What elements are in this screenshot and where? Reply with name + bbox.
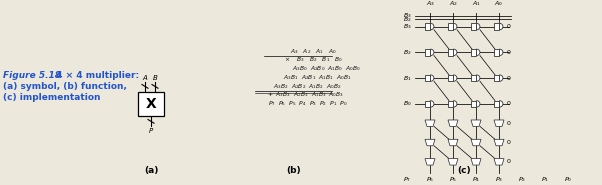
Text: $P_1$: $P_1$ [541, 175, 549, 184]
Wedge shape [500, 23, 503, 30]
Text: $P_0$: $P_0$ [564, 175, 572, 184]
Text: X: X [146, 97, 157, 111]
Text: $+$  $A_3B_3$  $A_2B_3$  $A_1B_3$  $A_0B_3$: $+$ $A_3B_3$ $A_2B_3$ $A_1B_3$ $A_0B_3$ [267, 90, 344, 99]
Bar [494, 75, 500, 81]
Bar [426, 23, 430, 30]
Text: $P_7$: $P_7$ [403, 175, 411, 184]
Bar [448, 101, 453, 107]
Text: $A_2$: $A_2$ [448, 0, 458, 8]
Text: $P_7$  $P_6$  $P_5$  $P_4$  $P_3$  $P_2$  $P_1$  $P_0$: $P_7$ $P_6$ $P_5$ $P_4$ $P_3$ $P_2$ $P_1… [268, 99, 348, 108]
Text: 0: 0 [507, 121, 511, 126]
Wedge shape [430, 49, 434, 56]
Text: B: B [153, 75, 158, 81]
Polygon shape [494, 159, 504, 165]
Text: $A_1$: $A_1$ [471, 0, 480, 8]
Wedge shape [500, 49, 503, 56]
Wedge shape [476, 101, 480, 107]
Bar [138, 92, 164, 116]
Wedge shape [500, 101, 503, 107]
Text: (c): (c) [458, 166, 471, 175]
Bar [494, 23, 500, 30]
Text: $B_0$: $B_0$ [403, 99, 412, 108]
Wedge shape [476, 23, 480, 30]
Wedge shape [430, 101, 434, 107]
Bar [426, 75, 430, 81]
Bar [471, 101, 476, 107]
Wedge shape [430, 75, 434, 81]
Polygon shape [494, 139, 504, 146]
Bar [448, 49, 453, 56]
Bar [426, 49, 430, 56]
Wedge shape [453, 23, 457, 30]
Wedge shape [453, 75, 457, 81]
Polygon shape [448, 120, 458, 126]
Wedge shape [430, 23, 434, 30]
Text: 0: 0 [507, 50, 511, 55]
Text: $A_3$: $A_3$ [426, 0, 435, 8]
Text: (a): (a) [144, 166, 158, 175]
Bar [448, 75, 453, 81]
Text: $B_2$: $B_2$ [403, 15, 412, 24]
Text: 0: 0 [507, 140, 511, 145]
Bar [471, 75, 476, 81]
Wedge shape [500, 75, 503, 81]
Text: $P_2$: $P_2$ [518, 175, 526, 184]
Wedge shape [476, 49, 480, 56]
Text: (b): (b) [286, 166, 301, 175]
Bar [448, 23, 453, 30]
Polygon shape [425, 159, 435, 165]
Text: (a) symbol, (b) function,: (a) symbol, (b) function, [3, 82, 127, 91]
Bar [471, 23, 476, 30]
Text: 4 × 4 multiplier:: 4 × 4 multiplier: [53, 71, 139, 80]
Bar [494, 101, 500, 107]
Text: $A_3B_0$  $A_2B_0$  $A_1B_0$  $A_0B_0$: $A_3B_0$ $A_2B_0$ $A_1B_0$ $A_0B_0$ [292, 64, 361, 73]
Wedge shape [453, 49, 457, 56]
Text: 0: 0 [507, 24, 511, 29]
Text: $P_4$: $P_4$ [472, 175, 480, 184]
Text: $B_1$: $B_1$ [403, 74, 412, 83]
Text: Figure 5.18: Figure 5.18 [3, 71, 61, 80]
Text: $B_2$: $B_2$ [403, 48, 412, 57]
Text: $A_0$: $A_0$ [494, 0, 503, 8]
Text: $\times$    $B_3$   $B_2$   $B_1$   $B_0$: $\times$ $B_3$ $B_2$ $B_1$ $B_0$ [284, 56, 343, 64]
Wedge shape [453, 101, 457, 107]
Text: P: P [149, 128, 153, 134]
Text: $P_6$: $P_6$ [426, 175, 434, 184]
Text: 0: 0 [507, 159, 511, 164]
Text: A: A [142, 75, 147, 81]
Polygon shape [448, 159, 458, 165]
Polygon shape [425, 139, 435, 146]
Wedge shape [476, 75, 480, 81]
Text: $A_3B_1$  $A_2B_1$  $A_1B_1$  $A_0B_1$: $A_3B_1$ $A_2B_1$ $A_1B_1$ $A_0B_1$ [283, 73, 352, 82]
Bar [426, 101, 430, 107]
Polygon shape [471, 159, 481, 165]
Text: $B_3$: $B_3$ [403, 22, 412, 31]
Polygon shape [471, 139, 481, 146]
Text: (c) implementation: (c) implementation [3, 93, 101, 102]
Polygon shape [494, 120, 504, 126]
Text: 0: 0 [507, 101, 511, 106]
Bar [471, 49, 476, 56]
Text: $P_5$: $P_5$ [449, 175, 457, 184]
Text: $A_3B_2$  $A_2B_2$  $A_1B_2$  $A_0B_2$: $A_3B_2$ $A_2B_2$ $A_1B_2$ $A_0B_2$ [273, 82, 341, 91]
Text: 0: 0 [507, 76, 511, 81]
Text: $A_3$   $A_2$   $A_1$   $A_0$: $A_3$ $A_2$ $A_1$ $A_0$ [290, 47, 337, 56]
Bar [494, 49, 500, 56]
Polygon shape [471, 120, 481, 126]
Polygon shape [448, 139, 458, 146]
Text: $B_3$: $B_3$ [403, 11, 412, 20]
Text: $P_3$: $P_3$ [495, 175, 503, 184]
Polygon shape [425, 120, 435, 126]
